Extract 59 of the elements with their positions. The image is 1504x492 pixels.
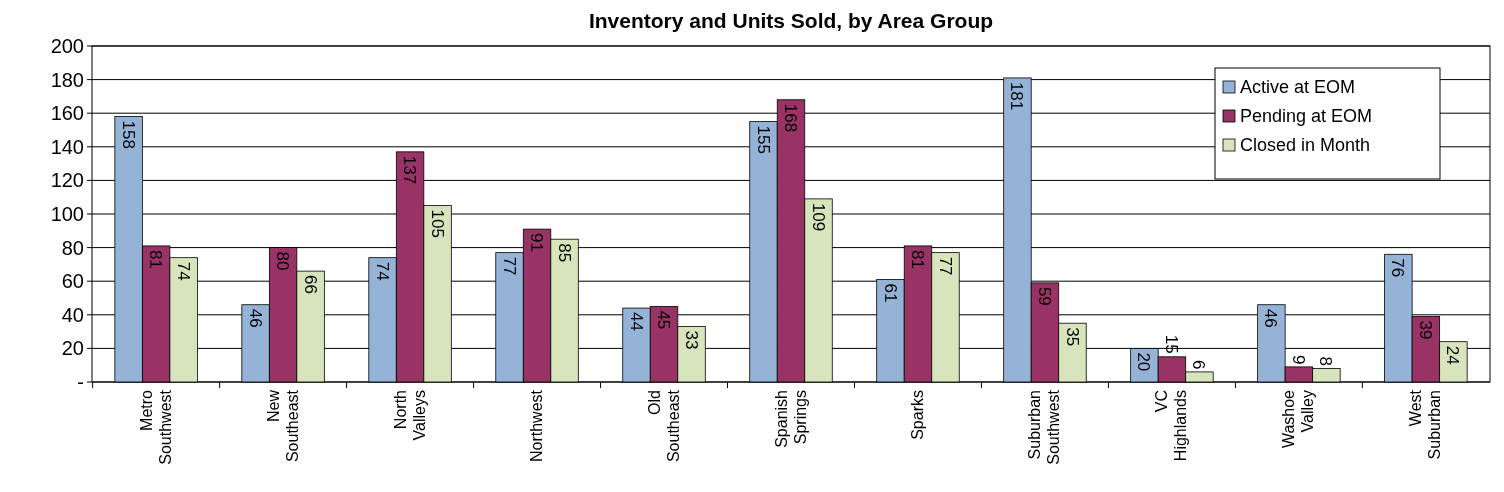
- x-tick-label: Old Southeast: [645, 389, 682, 463]
- data-label: 74: [173, 261, 193, 281]
- data-label: 45: [654, 310, 674, 330]
- y-tick-label: 60: [61, 270, 84, 293]
- data-label: 33: [681, 330, 701, 350]
- data-label: 20: [1134, 352, 1154, 372]
- data-label: 181: [1007, 81, 1027, 111]
- y-tick-label: -: [77, 371, 84, 393]
- data-label: 74: [372, 261, 392, 281]
- x-tick-label: Spanish Springs: [772, 390, 809, 448]
- y-tick-label: 120: [50, 169, 84, 192]
- x-tick-label: Washoe Valley: [1280, 389, 1317, 449]
- data-label: 81: [908, 249, 928, 269]
- x-tick-label: New Southeast: [264, 389, 301, 463]
- y-tick-label: 80: [61, 236, 84, 259]
- data-label: 158: [118, 120, 138, 149]
- data-label: 35: [1062, 327, 1082, 347]
- x-tick-label: West Suburban: [1407, 389, 1444, 460]
- data-label: 91: [527, 233, 547, 253]
- data-label: 155: [753, 125, 773, 154]
- legend-label: Pending at EOM: [1240, 106, 1373, 127]
- data-label: 59: [1035, 286, 1054, 306]
- data-label: 8: [1316, 356, 1336, 367]
- data-label: 44: [626, 312, 646, 331]
- x-tick-label: North Valleys: [391, 390, 428, 441]
- y-tick-label: 200: [50, 35, 84, 57]
- data-label: 109: [808, 202, 828, 232]
- data-label: 66: [300, 275, 320, 295]
- data-label: 61: [880, 283, 900, 303]
- data-label: 76: [1388, 258, 1408, 278]
- chart-title: Inventory and Units Sold, by Area Group: [588, 9, 994, 32]
- data-label: 77: [935, 256, 955, 276]
- data-label: 39: [1415, 320, 1435, 340]
- y-tick-label: 140: [50, 135, 84, 158]
- data-label: 105: [427, 209, 447, 238]
- y-tick-label: 100: [50, 203, 84, 225]
- data-label: 46: [1261, 308, 1281, 328]
- data-label: 46: [245, 308, 265, 328]
- x-tick-label: Northwest: [528, 389, 546, 463]
- data-label: 15: [1161, 334, 1181, 354]
- y-tick-label: 20: [61, 337, 84, 360]
- y-tick-label: 40: [61, 303, 84, 326]
- data-label: 137: [400, 155, 420, 185]
- legend-label: Closed in Month: [1240, 135, 1371, 156]
- x-tick-label: Metro Southwest: [137, 389, 174, 465]
- y-tick-label: 180: [50, 68, 84, 91]
- data-label: 24: [1443, 345, 1463, 365]
- legend-label: Active at EOM: [1240, 77, 1356, 98]
- y-tick-label: 160: [50, 102, 84, 125]
- x-tick-label: VC Highlands: [1153, 390, 1190, 462]
- data-label: 81: [146, 249, 166, 269]
- data-label: 9: [1288, 354, 1308, 365]
- data-label: 168: [781, 103, 801, 133]
- data-label: 85: [554, 243, 574, 263]
- data-label: 6: [1189, 359, 1209, 370]
- x-tick-label: Suburban Southwest: [1026, 389, 1063, 465]
- x-tick-label: Sparks: [908, 390, 926, 440]
- data-label: 77: [499, 256, 519, 276]
- data-label: 80: [273, 251, 293, 271]
